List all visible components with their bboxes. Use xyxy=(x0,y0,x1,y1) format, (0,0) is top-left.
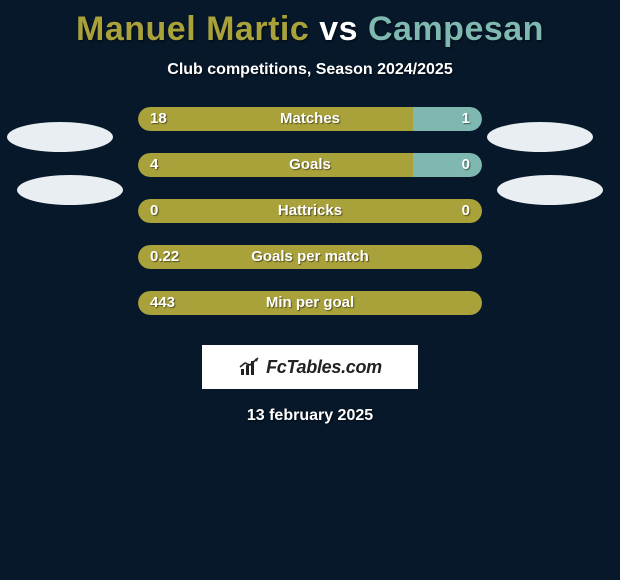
page-title: Manuel Martic vs Campesan xyxy=(0,0,620,49)
stat-value-right: 0 xyxy=(462,153,470,177)
stat-bar-track: 40Goals xyxy=(138,153,482,177)
stat-value-left: 4 xyxy=(150,153,158,177)
stat-value-left: 443 xyxy=(150,291,175,315)
placeholder-ellipse xyxy=(17,175,123,205)
stat-row: 40Goals xyxy=(0,153,620,177)
subtitle: Club competitions, Season 2024/2025 xyxy=(0,61,620,79)
stat-value-left: 18 xyxy=(150,107,167,131)
stat-bar-left xyxy=(138,107,413,131)
stat-bar-track: 00Hattricks xyxy=(138,199,482,223)
stat-bar-left xyxy=(138,245,482,269)
date-text: 13 february 2025 xyxy=(0,407,620,425)
stat-value-left: 0.22 xyxy=(150,245,179,269)
player1-name: Manuel Martic xyxy=(76,10,309,48)
placeholder-ellipse xyxy=(487,122,593,152)
logo-box: FcTables.com xyxy=(202,345,418,389)
stat-bar-right xyxy=(413,153,482,177)
stat-row: 0.22Goals per match xyxy=(0,245,620,269)
vs-text: vs xyxy=(319,10,358,48)
stat-row: 443Min per goal xyxy=(0,291,620,315)
stat-value-left: 0 xyxy=(150,199,158,223)
stat-bar-track: 443Min per goal xyxy=(138,291,482,315)
stat-value-right: 1 xyxy=(462,107,470,131)
chart-icon xyxy=(238,357,262,377)
player2-name: Campesan xyxy=(368,10,544,48)
placeholder-ellipse xyxy=(7,122,113,152)
stat-bar-track: 0.22Goals per match xyxy=(138,245,482,269)
stat-value-right: 0 xyxy=(462,199,470,223)
stat-bar-left xyxy=(138,291,482,315)
placeholder-ellipse xyxy=(497,175,603,205)
stat-bar-left xyxy=(138,199,482,223)
stat-bar-left xyxy=(138,153,413,177)
stat-bar-track: 181Matches xyxy=(138,107,482,131)
logo-text: FcTables.com xyxy=(266,357,382,378)
stat-bar-right xyxy=(413,107,482,131)
